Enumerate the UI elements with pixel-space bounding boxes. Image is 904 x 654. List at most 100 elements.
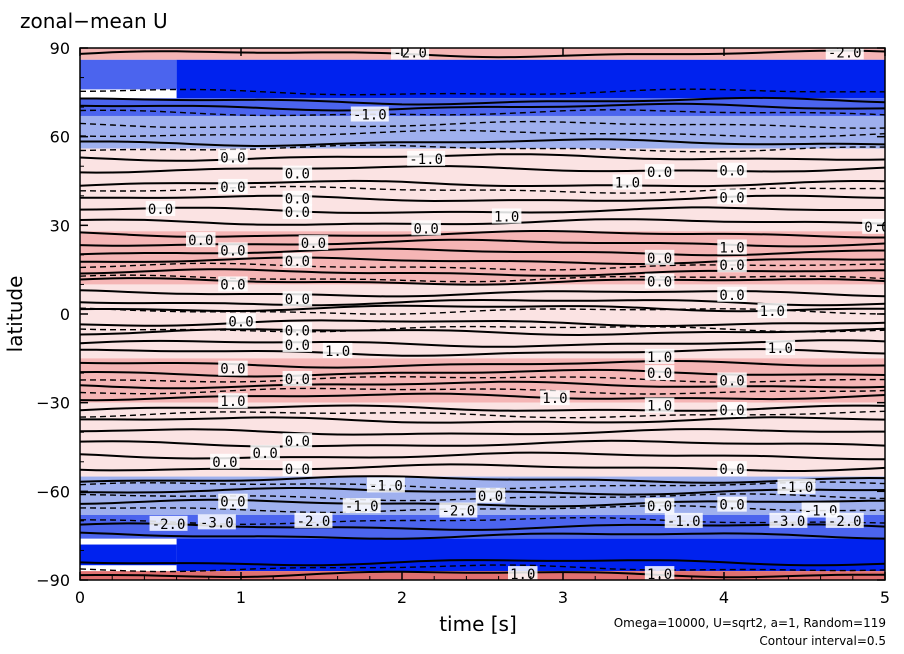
contour-label: 0.0 <box>285 338 310 354</box>
contour-label: 0.0 <box>285 462 310 478</box>
contour-label: 1.0 <box>220 394 245 410</box>
chart-title: zonal−mean U <box>20 9 168 33</box>
solid-contour-line <box>80 498 885 508</box>
contour-label-background <box>282 165 313 181</box>
contour-label: -2.0 <box>441 504 475 520</box>
contour-label: 1.0 <box>760 304 785 320</box>
contour-label: 1.0 <box>494 209 519 225</box>
x-tick-label: 3 <box>558 588 568 607</box>
contour-label-background <box>644 249 675 265</box>
contour-label: 0.0 <box>285 434 310 450</box>
solid-contour-line <box>80 359 885 369</box>
contour-label: 0.0 <box>478 489 503 505</box>
contour-label-background <box>644 566 675 580</box>
dashed-contour-line <box>80 307 885 315</box>
contour-label-background <box>644 365 675 381</box>
solid-contour-line <box>80 102 885 112</box>
contour-label-background <box>366 477 405 493</box>
dashed-contour-line <box>80 274 885 283</box>
contour-label: -2.0 <box>828 45 862 61</box>
solid-contour-line <box>80 463 885 472</box>
x-tick-label: 0 <box>75 588 85 607</box>
solid-contour-line <box>80 304 885 313</box>
contour-label: 1.0 <box>325 344 350 360</box>
contour-label-background <box>644 498 675 514</box>
contour-label: -1.0 <box>345 499 379 515</box>
solid-contour-line <box>80 194 885 203</box>
solid-contour-line <box>80 428 885 436</box>
contour-label-background <box>475 487 506 503</box>
contour-label-background <box>218 393 248 409</box>
contour-label: 0.0 <box>220 362 245 378</box>
contour-label-background <box>644 397 675 413</box>
contour-label-background <box>218 360 248 376</box>
contour-label-background <box>769 512 808 528</box>
solid-contour-line <box>80 348 885 357</box>
contour-label: 0.0 <box>228 314 253 330</box>
dashed-contour-line <box>80 387 885 395</box>
dashed-contour-line <box>80 262 885 271</box>
contour-label: 0.0 <box>212 455 237 471</box>
dashed-contour-line <box>80 410 885 419</box>
contour-label-background <box>149 515 188 531</box>
contour-label-background <box>282 190 313 206</box>
dashed-contour-line <box>80 129 885 138</box>
solid-contour-line <box>80 298 885 307</box>
contour-label-background <box>298 235 329 251</box>
contour-label-background <box>210 453 240 469</box>
contour-label-background <box>717 402 747 418</box>
contour-label-background <box>282 371 313 387</box>
contour-label-background <box>322 342 353 358</box>
contour-label: 0.0 <box>148 202 173 218</box>
solid-contour-line <box>80 531 885 540</box>
solid-contour-line <box>80 49 885 59</box>
contour-label-background <box>282 322 313 338</box>
contour-label-background <box>218 276 248 292</box>
contour-label: 1.0 <box>719 241 744 257</box>
dashed-contour-line <box>80 88 885 96</box>
contour-label-background <box>862 218 885 234</box>
solid-contour-line <box>80 339 885 348</box>
contour-label: 0.0 <box>285 205 310 221</box>
dashed-contour-line <box>80 564 885 573</box>
contour-label: 0.0 <box>301 236 326 252</box>
x-axis-label: time [s] <box>439 612 517 636</box>
y-tick-label: 30 <box>50 216 70 235</box>
shaded-band <box>80 59 177 90</box>
solid-contour-line <box>80 404 885 412</box>
contour-label: -1.0 <box>780 480 814 496</box>
contour-label: 0.0 <box>285 254 310 270</box>
contour-label: 0.0 <box>285 192 310 208</box>
contour-label-background <box>765 339 796 355</box>
contour-label: 1.0 <box>510 567 535 583</box>
y-tick-label: 60 <box>50 128 70 147</box>
y-tick-label: −30 <box>36 394 70 413</box>
contour-label: 0.0 <box>253 446 278 462</box>
contour-label: 1.0 <box>647 567 672 583</box>
contour-label-background <box>757 303 788 319</box>
y-tick-label: −90 <box>36 571 70 590</box>
contour-label: -3.0 <box>200 515 234 531</box>
contour-label-background <box>508 566 538 580</box>
x-axis-ticks: 0 1 2 3 4 5 <box>75 48 890 607</box>
contour-label: 0.0 <box>647 499 672 515</box>
contour-label-background <box>717 372 747 388</box>
solid-contour-line <box>80 268 885 277</box>
contour-label: 0.0 <box>647 165 672 181</box>
contour-label-background <box>717 286 747 302</box>
solid-contour-line <box>80 570 885 579</box>
contour-label: 0.0 <box>220 243 245 259</box>
y-tick-label: 90 <box>50 39 70 58</box>
solid-contour-line <box>80 96 885 106</box>
contour-label: -3.0 <box>772 514 806 530</box>
contour-label: 0.0 <box>719 288 744 304</box>
contour-label: 0.0 <box>220 180 245 196</box>
contour-label-background <box>439 502 478 518</box>
contour-label-background <box>197 514 236 530</box>
plot-area: -2.0 -2.0-1.00.0 -1.00.0 0.0 0.01.00.00.0 0.0… <box>80 45 885 583</box>
dashed-contour-line <box>80 325 885 333</box>
contour-label-background <box>282 291 313 307</box>
contour-label: 0.0 <box>719 258 744 274</box>
contour-label: 0.0 <box>719 498 744 514</box>
contour-label-background <box>350 106 389 122</box>
